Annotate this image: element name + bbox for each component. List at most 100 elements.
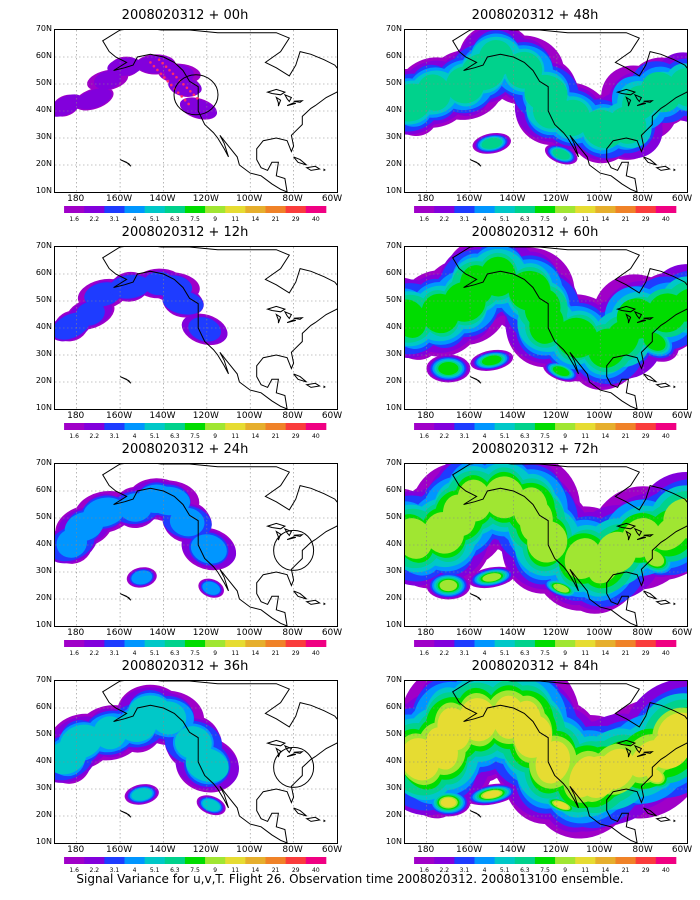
colorbar-label: 9	[213, 867, 218, 874]
longitude-label: 80W	[282, 194, 303, 204]
colorbar-label: 7.5	[540, 216, 550, 223]
colorbar-label: 2.2	[89, 867, 100, 874]
latitude-label: 50N	[385, 729, 402, 738]
colorbar-swatch	[414, 206, 435, 213]
latitude-label: 40N	[385, 322, 402, 331]
coastline	[452, 464, 687, 626]
colorbar-swatch	[474, 857, 496, 864]
colorbar-label: 21	[271, 867, 280, 874]
colorbar-label: 5.1	[149, 867, 160, 874]
colorbar-label: 4	[132, 216, 137, 223]
map-panel: 2008020312 + 48h 70N 60N 50N 40N 30N 20N 10N 180…	[370, 5, 700, 223]
colorbar-label: 6.3	[170, 216, 180, 223]
colorbar-label: 9	[213, 650, 218, 657]
colorbar-swatch	[265, 206, 287, 213]
colorbar-swatch	[575, 206, 596, 213]
colorbar	[64, 423, 327, 430]
variance-field	[405, 247, 687, 390]
longitude-label: 120W	[542, 845, 569, 855]
longitude-label: 140W	[149, 628, 176, 638]
graticule	[55, 681, 337, 843]
longitude-label: 80W	[282, 845, 303, 855]
colorbar-swatch	[245, 423, 266, 430]
colorbar-label: 14	[601, 867, 610, 874]
colorbar-label: 14	[601, 216, 610, 223]
colorbar-label: 11	[231, 650, 240, 657]
colorbar-swatch	[635, 423, 657, 430]
graticule	[405, 247, 687, 409]
colorbar-label: 2.2	[439, 216, 450, 223]
colorbar-label: 11	[231, 216, 240, 223]
colorbar-label: 6.3	[170, 867, 180, 874]
colorbar-label: 40	[312, 216, 320, 223]
colorbar-swatch	[655, 640, 677, 647]
latitude-label: 20N	[35, 376, 52, 385]
figure-caption: Signal Variance for u,v,T. Flight 26. Ob…	[76, 872, 624, 886]
longitude-label: 180	[67, 194, 85, 204]
latitude-label: 40N	[35, 539, 52, 548]
colorbar-label: 5.1	[499, 433, 510, 440]
colorbar-label: 3.1	[109, 433, 120, 440]
variance-field	[55, 54, 218, 120]
colorbar-label: 21	[621, 216, 630, 223]
map-area	[54, 246, 338, 410]
longitude-label: 160W	[106, 411, 133, 421]
latitude-label: 10N	[385, 403, 402, 412]
colorbar-label: 11	[231, 433, 240, 440]
longitude-label: 100W	[586, 411, 613, 421]
latitude-label: 60N	[35, 268, 52, 277]
colorbar-label: 29	[641, 867, 650, 874]
colorbar-swatch	[595, 423, 616, 430]
colorbar-swatch	[494, 857, 516, 864]
map-panel: 2008020312 + 24h 70N 60N 50N 40N 30N 20N 10N 180…	[20, 439, 350, 657]
colorbar-swatch	[205, 640, 226, 647]
longitude-label: 140W	[499, 628, 526, 638]
colorbar-label: 40	[662, 216, 670, 223]
colorbar-label: 1.6	[69, 867, 79, 874]
colorbar-label: 11	[231, 867, 240, 874]
longitude-label: 180	[417, 194, 435, 204]
colorbar-swatch	[64, 206, 85, 213]
coastline	[102, 247, 337, 409]
colorbar-swatch	[285, 857, 307, 864]
colorbar-swatch	[655, 423, 677, 430]
colorbar-label: 1.6	[419, 650, 429, 657]
coastline	[102, 30, 337, 192]
colorbar-label: 6.3	[170, 650, 180, 657]
colorbar-swatch	[414, 857, 435, 864]
longitude-label: 180	[417, 628, 435, 638]
colorbar-swatch	[245, 857, 266, 864]
longitude-label: 80W	[282, 411, 303, 421]
colorbar-swatch	[454, 423, 475, 430]
colorbar-swatch	[184, 423, 206, 430]
latitude-label: 20N	[35, 159, 52, 168]
colorbar-label: 14	[251, 433, 260, 440]
colorbar-label: 21	[621, 433, 630, 440]
longitude-label: 140W	[499, 845, 526, 855]
map-panel: 2008020312 + 36h 70N 60N 50N 40N 30N 20N 10N 180…	[20, 656, 350, 874]
colorbar-swatch	[285, 206, 307, 213]
colorbar-swatch	[245, 206, 266, 213]
map-panel: 2008020312 + 60h 70N 60N 50N 40N 30N 20N 10N 180…	[370, 222, 700, 440]
colorbar-label: 7.5	[190, 216, 200, 223]
colorbar	[414, 206, 677, 213]
map-canvas	[55, 247, 337, 409]
colorbar-label: 6.3	[170, 433, 180, 440]
colorbar-label: 5.1	[149, 216, 160, 223]
longitude-label: 180	[417, 411, 435, 421]
colorbar-swatch	[454, 857, 475, 864]
longitude-label: 140W	[149, 194, 176, 204]
latitude-label: 70N	[385, 241, 402, 250]
variance-field	[55, 684, 239, 816]
colorbar-swatch	[514, 857, 536, 864]
longitude-label: 100W	[236, 628, 263, 638]
colorbar-swatch	[635, 206, 657, 213]
latitude-label: 70N	[35, 675, 52, 684]
longitude-label: 160W	[106, 845, 133, 855]
latitude-label: 10N	[35, 186, 52, 195]
map-area	[54, 29, 338, 193]
colorbar-label: 3.1	[459, 433, 470, 440]
colorbar-label: 29	[291, 216, 300, 223]
colorbar-swatch	[655, 206, 677, 213]
colorbar-label: 1.6	[69, 650, 79, 657]
